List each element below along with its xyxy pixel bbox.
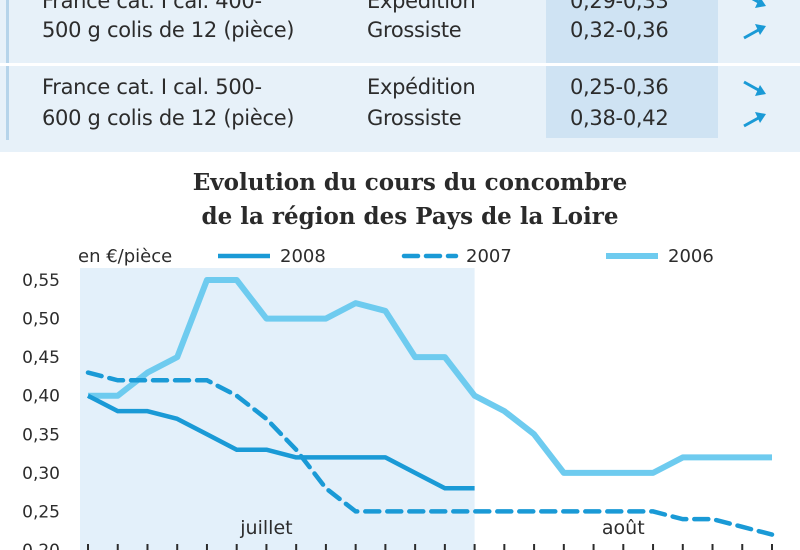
price-table: France cat. I cal. 400- 500 g colis de 1… [0,0,800,150]
y-axis: 0,55 0,50 0,45 0,40 0,35 0,30 0,25 0,20 [22,271,60,550]
market-cell-line2: Grossiste [367,106,462,130]
legend-label-2006: 2006 [668,246,714,267]
market-cell-line2: Grossiste [367,18,462,42]
price-cell-line2: 0,38-0,42 [570,106,669,130]
price-column-band [546,0,718,138]
market-cell-line1: Expédition [367,75,476,99]
trend-up-icon [743,24,766,40]
legend-label-2007: 2007 [466,246,512,267]
price-cell-line1: 0,29-0,33 [570,0,669,13]
chart-title-line1: Evolution du cours du concombre [193,169,627,196]
price-cell-line1: 0,25-0,36 [570,75,669,99]
trend-arrows [743,80,766,128]
series-line-2008 [86,393,475,491]
price-cell-line2: 0,32-0,36 [570,18,669,42]
chart-canvas: Evolution du cours du concombre de la ré… [22,169,775,550]
trend-down-icon [751,0,766,8]
table-row: France cat. I cal. 400- 500 g colis de 1… [0,0,800,46]
product-cell-line1: France cat. I cal. 400- [42,0,262,13]
month-label: août [602,517,645,539]
market-cell-line1: Expédition [367,0,476,13]
price-chart: Evolution du cours du concombre de la ré… [0,152,800,550]
x-axis [87,544,773,550]
product-cell-line2: 600 g colis de 12 (pièce) [42,106,295,130]
series-line-2007 [85,370,775,537]
series-line-2006 [88,277,772,476]
month-label: juillet [239,517,292,539]
legend-label-2008: 2008 [280,246,326,267]
month-labels: juillet août [239,517,644,539]
trend-arrows [743,0,766,40]
table-left-rule [6,0,9,140]
y-tick-label: 0,25 [22,502,60,522]
y-tick-label: 0,20 [22,541,60,550]
y-tick-label: 0,35 [22,425,60,445]
trend-up-icon [743,112,766,128]
y-tick-label: 0,45 [22,348,60,368]
chart-series [85,277,775,537]
product-cell-line2: 500 g colis de 12 (pièce) [42,18,295,42]
trend-down-icon [743,80,766,96]
y-tick-label: 0,55 [22,271,60,291]
row-divider [0,63,800,66]
y-tick-label: 0,30 [22,464,60,484]
chart-title-line2: de la région des Pays de la Loire [202,203,619,230]
product-cell-line1: France cat. I cal. 500- [42,75,262,99]
y-axis-unit-label: en €/pièce [78,246,172,267]
y-tick-label: 0,50 [22,310,60,330]
chart-legend: 2008 2007 2006 [218,246,714,267]
table-row: France cat. I cal. 500- 600 g colis de 1… [0,63,800,130]
y-tick-label: 0,40 [22,387,60,407]
